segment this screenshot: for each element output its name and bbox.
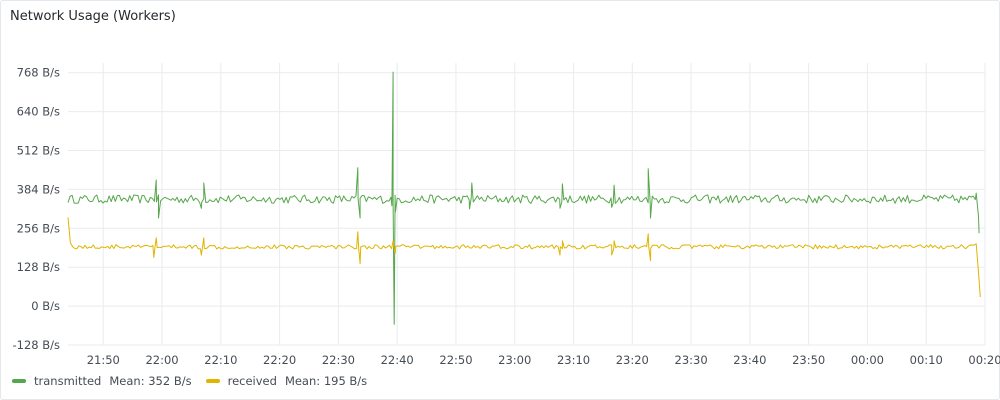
legend-label-transmitted: transmitted [34, 374, 102, 388]
legend-label-received: received [227, 374, 277, 388]
legend-mean-label-received: Mean: 195 B/s [284, 374, 368, 388]
x-tick-label: 00:20 [968, 353, 1000, 367]
legend-swatch-received [205, 379, 220, 383]
legend-mean-received: 195 B/s [323, 374, 368, 388]
chart-series [67, 71, 981, 325]
series-line-transmitted [67, 71, 980, 325]
y-tick-label: 256 B/s [17, 221, 60, 235]
x-tick-label: 23:40 [733, 353, 766, 367]
series-line-received [67, 217, 981, 298]
y-tick-label: 640 B/s [17, 105, 60, 119]
x-tick-label: 22:10 [204, 353, 237, 367]
y-tick-label: 768 B/s [17, 66, 60, 80]
x-tick-label: 23:10 [557, 353, 590, 367]
x-tick-label: 23:30 [675, 353, 708, 367]
panel-title[interactable]: Network Usage (Workers) [10, 9, 176, 24]
legend-mean-transmitted: 352 B/s [148, 374, 192, 388]
x-tick-label: 22:20 [263, 353, 296, 367]
x-tick-label: 22:30 [322, 353, 355, 367]
y-tick-label: 128 B/s [17, 260, 60, 274]
y-tick-label: 0 B/s [31, 299, 60, 313]
x-tick-label: 22:40 [381, 353, 414, 367]
x-tick-label: 00:00 [851, 353, 884, 367]
chart-axes: 768 B/s 640 B/s 512 B/s 384 B/s 256 B/s 128 B… [12, 66, 1000, 367]
legend-item-received[interactable]: received Mean: 195 B/s [205, 374, 368, 388]
chart-legend: transmitted Mean: 352 B/s received Mean:… [12, 374, 381, 388]
legend-mean-label-transmitted: Mean: 352 B/s [109, 374, 192, 388]
x-tick-label: 21:50 [87, 353, 120, 367]
y-tick-label: 512 B/s [17, 144, 60, 158]
legend-item-transmitted[interactable]: transmitted Mean: 352 B/s [12, 374, 192, 388]
x-tick-label: 23:00 [498, 353, 531, 367]
x-tick-label: 22:50 [439, 353, 472, 367]
chart-grid [68, 63, 986, 346]
x-tick-label: 23:20 [616, 353, 649, 367]
x-tick-label: 22:00 [145, 353, 178, 367]
legend-swatch-transmitted [12, 379, 26, 383]
y-tick-label: -128 B/s [12, 338, 60, 352]
y-tick-label: 384 B/s [17, 182, 60, 196]
x-tick-label: 00:10 [910, 353, 943, 367]
x-tick-label: 23:50 [792, 353, 825, 367]
